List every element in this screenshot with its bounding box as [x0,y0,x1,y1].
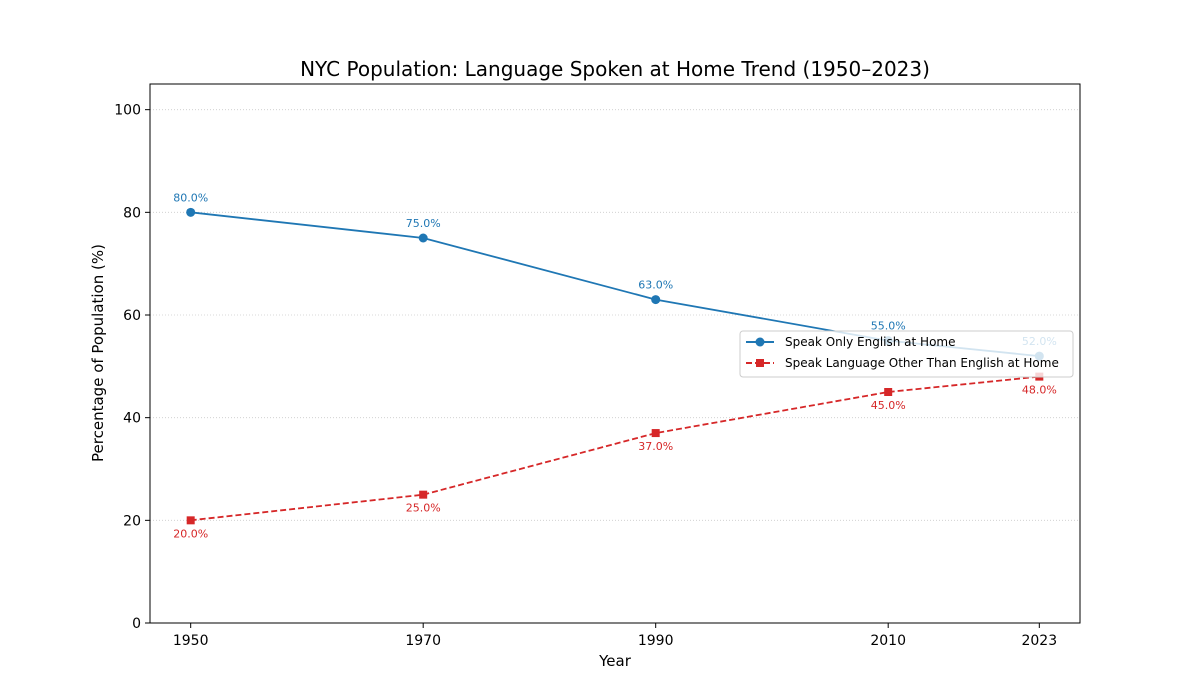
data-label: 75.0% [406,217,441,230]
data-point [186,516,195,525]
x-tick-label: 1950 [173,633,209,649]
x-axis-label: Year [598,652,632,670]
y-axis-label: Percentage of Population (%) [89,244,107,462]
data-point [884,388,893,396]
data-point [651,295,661,305]
chart-title: NYC Population: Language Spoken at Home … [300,57,930,81]
data-point [186,207,196,217]
data-label: 63.0% [638,279,673,292]
legend: Speak Only English at Home Speak Languag… [739,330,1074,378]
data-label: 20.0% [173,527,208,540]
x-tick-label: 1970 [405,633,441,649]
x-tick-label: 2023 [1021,633,1057,649]
data-point [419,490,428,499]
legend-marker-other [756,359,764,367]
data-label: 48.0% [1022,384,1057,397]
x-tick-label: 1990 [638,633,674,649]
data-point [651,429,660,438]
y-tick-label: 100 [114,103,141,119]
legend-label-other: Speak Language Other Than English at Hom… [785,356,1059,370]
y-tick-label: 60 [123,308,141,324]
data-label: 80.0% [173,191,208,204]
plot-frame [149,83,1081,624]
data-label: 45.0% [871,399,906,412]
data-label: 55.0% [871,320,906,333]
data-point [418,233,428,243]
legend-label-english: Speak Only English at Home [785,335,956,349]
y-tick-label: 20 [123,513,141,529]
y-tick-label: 80 [123,205,141,221]
series-line-1 [190,375,1040,522]
y-tick-label: 40 [123,411,141,427]
legend-marker-english [755,337,765,347]
data-label: 25.0% [406,502,441,515]
legend-box [739,330,1074,378]
data-label: 37.0% [638,440,673,453]
x-tick-label: 2010 [870,633,906,649]
tick-layer: 0 20 40 60 80 100 1950 1970 1990 2010 2023 [114,103,1057,649]
y-tick-label: 0 [132,616,141,632]
